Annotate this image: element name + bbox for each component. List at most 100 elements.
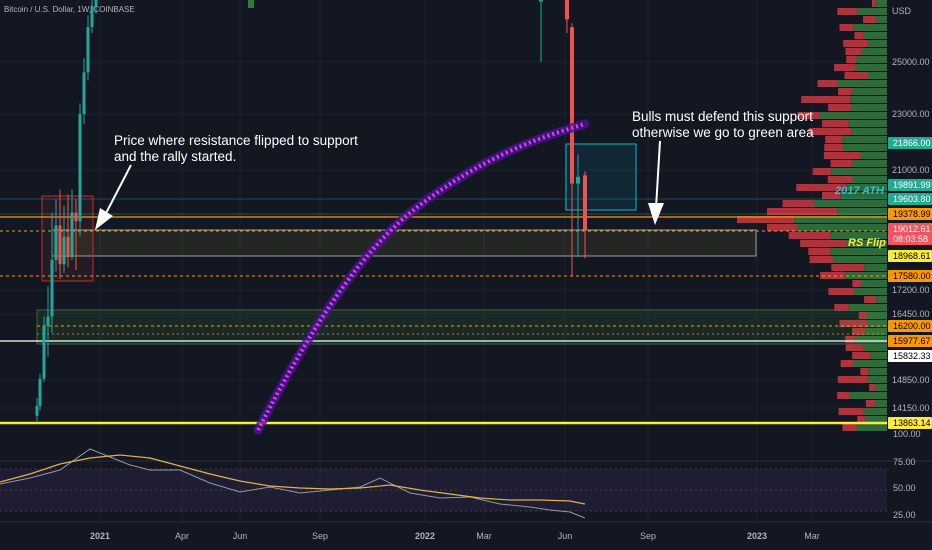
price-tag-bg-8 <box>888 335 932 347</box>
vp-up-18 <box>842 144 887 151</box>
annotation-resistance-flip: Price where resistance flipped to suppor… <box>114 133 358 164</box>
rsi-tick-1: 75.00 <box>893 457 916 467</box>
price-tag-bg-9 <box>888 350 932 362</box>
x-label-0: 2021 <box>90 531 110 541</box>
vp-down-40 <box>839 320 868 327</box>
vp-down-22 <box>827 176 853 183</box>
vp-up-53 <box>856 424 887 431</box>
vp-up-16 <box>851 128 887 135</box>
y-tick-5: 14850.00 <box>892 375 930 385</box>
x-label-4: 2022 <box>415 531 435 541</box>
vp-down-11 <box>838 88 853 95</box>
rsi-tick-2: 50.00 <box>893 483 916 493</box>
symbol-title: Bitcoin / U.S. Dollar, 1W, COINBASE <box>4 5 135 14</box>
vp-down-21 <box>812 168 832 175</box>
candle-body-1 <box>38 378 42 406</box>
price-tag-9: 15832.33 <box>893 351 931 361</box>
vp-down-50 <box>865 400 876 407</box>
arrow-right-shaft <box>655 140 661 209</box>
vp-down-2 <box>863 16 877 23</box>
vp-up-30 <box>846 240 887 247</box>
vp-up-7 <box>856 56 887 63</box>
vp-down-25 <box>782 200 814 207</box>
candle-body-11 <box>78 114 82 222</box>
vp-up-21 <box>831 168 887 175</box>
vp-up-17 <box>842 136 887 143</box>
vp-down-24 <box>822 192 841 199</box>
vp-up-24 <box>840 192 887 199</box>
price-tag-bg-7 <box>888 320 932 332</box>
x-label-2: Jun <box>233 531 248 541</box>
vp-up-40 <box>867 320 887 327</box>
price-tag-bg-5 <box>888 250 932 262</box>
vp-down-35 <box>852 280 862 287</box>
vp-down-30 <box>800 240 847 247</box>
vp-down-33 <box>831 264 865 271</box>
vp-up-14 <box>819 112 887 119</box>
price-tag-bg-1 <box>888 179 932 191</box>
vp-up-4 <box>863 32 887 39</box>
price-tag-3: 19378.99 <box>893 209 931 219</box>
price-tag-1: 19891.99 <box>893 180 931 190</box>
vp-up-49 <box>849 392 887 399</box>
rsi-tick-0: 100.00 <box>893 429 921 439</box>
candle-body-8 <box>66 236 70 257</box>
vp-up-0 <box>875 0 887 7</box>
vp-down-1 <box>837 8 858 15</box>
vp-down-36 <box>828 288 854 295</box>
vp-up-50 <box>875 400 887 407</box>
vp-up-10 <box>837 80 887 87</box>
vp-down-5 <box>843 40 868 47</box>
vp-up-29 <box>830 232 887 239</box>
vp-up-11 <box>852 88 887 95</box>
vp-down-51 <box>838 408 864 415</box>
vp-up-43 <box>863 344 887 351</box>
rs-flip-zone <box>51 229 757 257</box>
vp-up-9 <box>868 72 887 79</box>
candle-body-0 <box>35 406 39 416</box>
candle-body-4 <box>50 259 54 317</box>
vp-down-53 <box>842 424 857 431</box>
vp-up-52 <box>865 416 887 423</box>
candle-body-9 <box>70 212 74 257</box>
vp-down-4 <box>854 32 864 39</box>
candle2-body-0 <box>539 0 543 2</box>
x-label-7: Sep <box>640 531 656 541</box>
y-tick-2: 21000.00 <box>892 165 930 175</box>
vp-down-45 <box>840 360 854 367</box>
vp-up-35 <box>861 280 887 287</box>
price-tag-bg-4 <box>888 223 932 245</box>
vp-up-27 <box>794 216 887 223</box>
vp-up-12 <box>850 96 887 103</box>
vp-up-20 <box>852 160 887 167</box>
price-tag-sub-4: 08:03:58 <box>893 234 928 244</box>
vp-down-48 <box>869 384 876 391</box>
vp-up-28 <box>797 224 887 231</box>
axis-currency: USD <box>892 6 912 16</box>
vp-down-19 <box>823 152 861 159</box>
rsi-band <box>0 469 887 511</box>
vp-up-44 <box>870 352 887 359</box>
candle-body-15 <box>94 0 98 6</box>
label-2017-ath: 2017 ATH <box>834 185 885 197</box>
vp-down-34 <box>820 272 846 279</box>
vp-up-39 <box>867 312 887 319</box>
vp-down-37 <box>864 296 877 303</box>
vp-down-44 <box>852 352 871 359</box>
vp-down-43 <box>845 344 864 351</box>
green-support-zone <box>36 309 888 345</box>
vp-down-13 <box>828 104 852 111</box>
vp-down-10 <box>817 80 838 87</box>
vp-down-52 <box>857 416 866 423</box>
vp-up-47 <box>867 376 887 383</box>
candle-body-10 <box>74 212 78 222</box>
x-label-9: Mar <box>804 531 820 541</box>
candle-body-3 <box>46 316 50 326</box>
vp-down-41 <box>852 328 866 335</box>
x-label-3: Sep <box>312 531 328 541</box>
price-tag-bg-10 <box>888 417 932 429</box>
vp-up-6 <box>861 48 887 55</box>
price-tag-8: 15977.67 <box>893 336 931 346</box>
vp-up-46 <box>868 368 887 375</box>
